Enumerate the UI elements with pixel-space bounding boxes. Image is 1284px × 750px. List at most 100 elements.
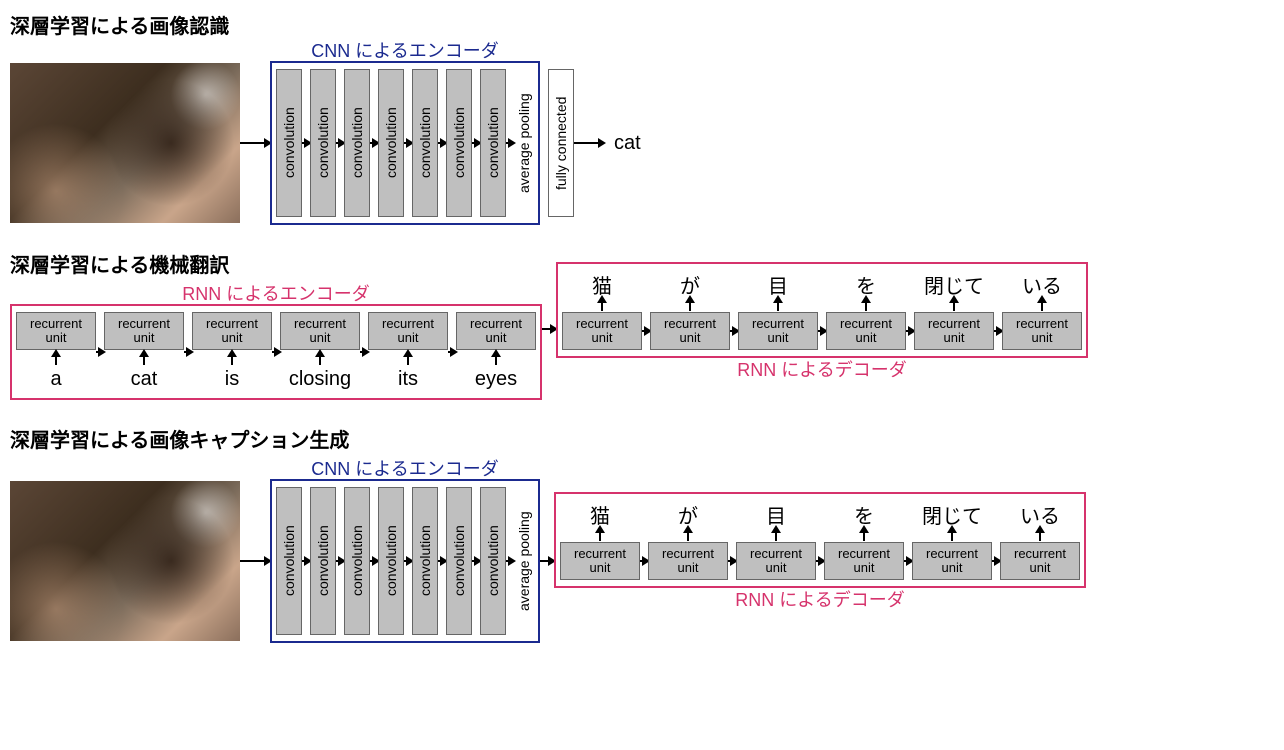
recurrent-unit-block: recurrentunit	[912, 542, 992, 580]
conv-block: convolution	[480, 69, 506, 217]
rnn-decoder: RNN によるデコーダ 猫recurrentunitがrecurrentunit…	[556, 262, 1088, 358]
section1-title: 深層学習による画像認識	[10, 10, 1274, 39]
arrow-icon	[184, 351, 192, 353]
decoder-unit: 目 recurrentunit	[738, 270, 818, 350]
arrow-icon	[336, 142, 344, 144]
encoder-input-token: eyes	[475, 368, 517, 392]
arrow-icon	[360, 351, 368, 353]
arrow-icon	[642, 330, 650, 332]
encoder-unit: recurrentunitcat	[104, 312, 184, 392]
conv-layers: convolutionconvolutionconvolutionconvolu…	[276, 69, 506, 217]
recurrent-unit-block: recurrentunit	[192, 312, 272, 350]
cnn-encoder-label: CNN によるエンコーダ	[311, 37, 498, 63]
arrow-icon	[994, 330, 1002, 332]
recurrent-unit-block: recurrentunit	[648, 542, 728, 580]
arrow-up-icon	[407, 351, 409, 365]
encoder-unit: recurrentunit a	[16, 312, 96, 392]
recurrent-unit-block: recurrentunit	[560, 542, 640, 580]
arrow-up-icon	[689, 297, 691, 311]
recurrent-unit-block: recurrentunit	[738, 312, 818, 350]
arrow-icon	[542, 328, 556, 330]
arrow-icon	[302, 560, 310, 562]
cnn-encoder: CNN によるエンコーダ convolutionconvolutionconvo…	[270, 61, 540, 225]
arrow-icon	[816, 560, 824, 562]
input-image	[10, 481, 240, 641]
input-image	[10, 63, 240, 223]
rnn-encoder: RNN によるエンコーダ recurrentunitarecurrentunit…	[10, 304, 542, 400]
arrow-icon	[730, 330, 738, 332]
arrow-up-icon	[231, 351, 233, 365]
arrow-icon	[370, 560, 378, 562]
arrow-icon	[506, 142, 514, 144]
recurrent-unit-block: recurrentunit	[16, 312, 96, 350]
arrow-icon	[438, 560, 446, 562]
decoder-unit: が recurrentunit	[648, 500, 728, 580]
arrow-icon	[404, 142, 412, 144]
conv-block: convolution	[310, 487, 336, 635]
encoder-input-token: is	[225, 368, 239, 392]
arrow-icon	[472, 142, 480, 144]
conv-block: convolution	[276, 69, 302, 217]
encoder-input-token: cat	[131, 368, 158, 392]
recurrent-unit-block: recurrentunit	[562, 312, 642, 350]
arrow-up-icon	[601, 297, 603, 311]
arrow-icon	[574, 142, 604, 144]
decoder-units: 猫recurrentunitがrecurrentunit目recurrentun…	[562, 270, 1082, 350]
encoder-unit: recurrentunitits	[368, 312, 448, 392]
recurrent-unit-block: recurrentunit	[1000, 542, 1080, 580]
arrow-icon	[404, 560, 412, 562]
recurrent-unit-block: recurrentunit	[736, 542, 816, 580]
arrow-up-icon	[1041, 297, 1043, 311]
decoder-output-token: が	[680, 270, 700, 294]
encoder-units: recurrentunitarecurrentunitcatrecurrentu…	[16, 312, 536, 392]
arrow-up-icon	[319, 351, 321, 365]
recurrent-unit-block: recurrentunit	[456, 312, 536, 350]
arrow-icon	[640, 560, 648, 562]
conv-block: convolution	[344, 69, 370, 217]
arrow-up-icon	[1039, 527, 1041, 541]
decoder-output-token: いる	[1022, 270, 1062, 294]
encoder-input-token: its	[398, 368, 418, 392]
arrow-icon	[336, 560, 344, 562]
section-image-recognition: 深層学習による画像認識 CNN によるエンコーダ convolution conv…	[10, 10, 1274, 225]
cnn-encoder: CNN によるエンコーダ convolutionconvolutionconvo…	[270, 479, 540, 643]
arrow-icon	[272, 351, 280, 353]
conv-layers: convolutionconvolutionconvolutionconvolu…	[276, 487, 506, 635]
arrow-up-icon	[55, 351, 57, 365]
decoder-output-token: いる	[1020, 500, 1060, 524]
decoder-output-token: が	[678, 500, 698, 524]
section-image-captioning: 深層学習による画像キャプション生成 CNN によるエンコーダ convoluti…	[10, 424, 1274, 643]
decoder-output-token: 猫	[590, 500, 610, 524]
decoder-unit: 閉じて recurrentunit	[912, 500, 992, 580]
decoder-unit: をrecurrentunit	[826, 270, 906, 350]
recurrent-unit-block: recurrentunit	[826, 312, 906, 350]
arrow-icon	[906, 330, 914, 332]
decoder-units: 猫recurrentunitがrecurrentunit目recurrentun…	[560, 500, 1080, 580]
decoder-output-token: 目	[768, 270, 788, 294]
fully-connected-block: fully connected	[548, 69, 574, 217]
decoder-unit: がrecurrentunit	[650, 270, 730, 350]
arrow-icon	[240, 560, 270, 562]
conv-block: convolution	[412, 487, 438, 635]
arrow-up-icon	[775, 527, 777, 541]
recurrent-unit-block: recurrentunit	[824, 542, 904, 580]
avg-pooling-block: average pooling	[514, 69, 534, 217]
arrow-up-icon	[951, 527, 953, 541]
encoder-input-token: a	[50, 368, 61, 392]
arrow-icon	[448, 351, 456, 353]
arrow-icon	[302, 142, 310, 144]
arrow-up-icon	[865, 297, 867, 311]
arrow-icon	[728, 560, 736, 562]
rnn-decoder-label: RNN によるデコーダ	[737, 356, 906, 382]
decoder-unit: 猫recurrentunit	[562, 270, 642, 350]
decoder-output-token: 閉じて	[922, 500, 982, 524]
decoder-unit: いるrecurrentunit	[1002, 270, 1082, 350]
arrow-up-icon	[599, 527, 601, 541]
arrow-icon	[818, 330, 826, 332]
arrow-icon	[540, 560, 554, 562]
decoder-output-token: 閉じて	[924, 270, 984, 294]
arrow-up-icon	[143, 351, 145, 365]
rnn-encoder-label: RNN によるエンコーダ	[182, 280, 369, 306]
encoder-unit: recurrentunit eyes	[456, 312, 536, 392]
arrow-icon	[438, 142, 446, 144]
